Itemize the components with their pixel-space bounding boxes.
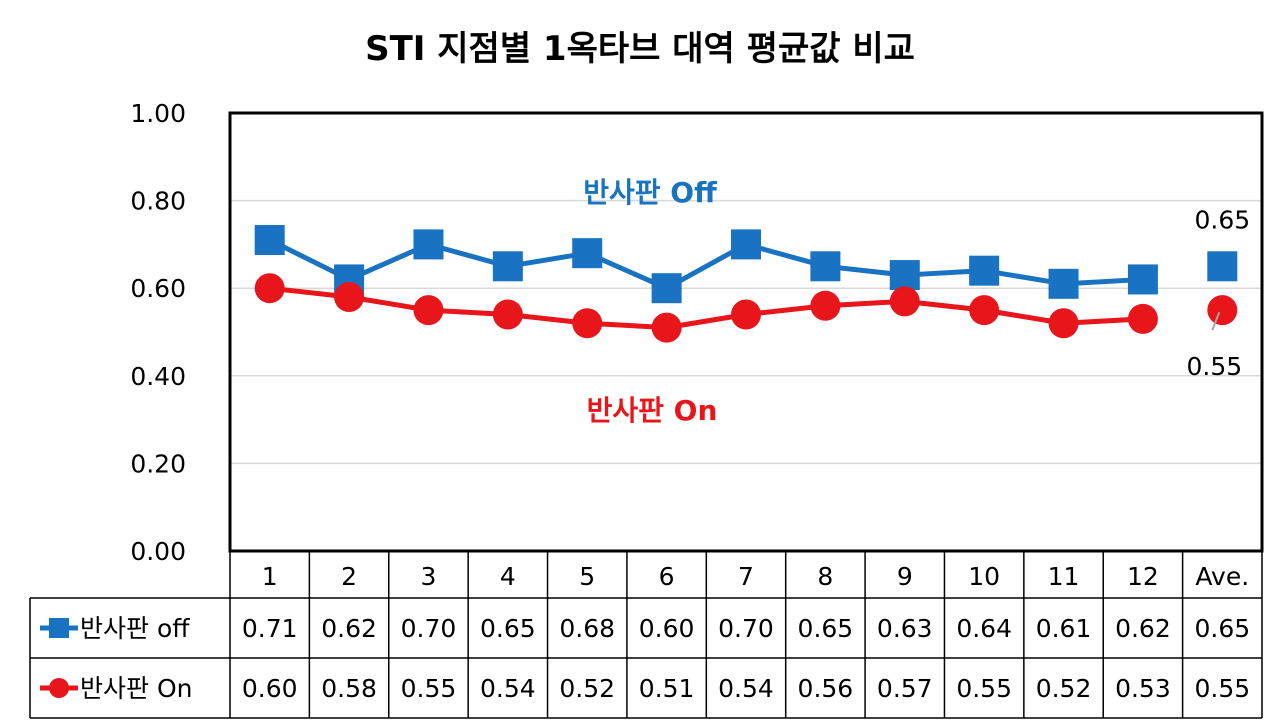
data-point-square — [1048, 268, 1079, 299]
table-cell-value: 0.54 — [718, 674, 774, 703]
y-tick-label: 0.40 — [130, 362, 186, 391]
x-tick-label: 11 — [1048, 562, 1080, 591]
table-cell-value: 0.61 — [1036, 614, 1092, 643]
average-label-off: 0.65 — [1194, 205, 1250, 234]
data-point-circle — [572, 308, 603, 339]
table-cell-value: 0.54 — [480, 674, 536, 703]
data-point-square — [889, 260, 920, 291]
y-tick-label: 0.20 — [130, 449, 186, 478]
data-point-circle — [810, 290, 841, 321]
chart-title: STI 지점별 1옥타브 대역 평균값 비교 — [365, 29, 915, 69]
data-point-square — [572, 238, 603, 269]
series-line-1 — [268, 237, 1144, 291]
data-point-square — [1127, 264, 1158, 295]
table-cell-value: 0.62 — [1115, 614, 1171, 643]
y-tick-label: 0.00 — [130, 537, 186, 566]
legend-key-square — [49, 618, 69, 638]
table-cell-value: 0.64 — [956, 614, 1012, 643]
table-cell-value: 0.60 — [639, 614, 695, 643]
legend-label: 반사판 off — [80, 614, 190, 643]
table-cell-value: 0.70 — [401, 614, 457, 643]
x-tick-label: 3 — [421, 562, 437, 591]
average-leader-line — [1211, 311, 1221, 331]
y-tick-label: 1.00 — [130, 99, 186, 128]
average-label-on: 0.55 — [1186, 352, 1242, 381]
table-cell-value: 0.58 — [321, 674, 377, 703]
data-point-circle — [969, 295, 1000, 326]
plot-area-border — [228, 111, 1264, 553]
data-point-square — [413, 229, 444, 260]
table-cell-value: 0.71 — [242, 614, 298, 643]
data-point-square — [651, 273, 682, 304]
x-tick-label: 12 — [1127, 562, 1159, 591]
table-cell-value: 0.63 — [877, 614, 933, 643]
table-cell-value: 0.52 — [559, 674, 615, 703]
table-cell-value: 0.65 — [798, 614, 854, 643]
table-cell-value: 0.55 — [956, 674, 1012, 703]
table-cell-value: 0.51 — [639, 674, 695, 703]
table-cell-value: 0.65 — [480, 614, 536, 643]
data-point-circle — [1127, 303, 1158, 334]
x-tick-label: 4 — [500, 562, 516, 591]
data-point-square — [492, 251, 523, 282]
x-tick-label: 2 — [341, 562, 357, 591]
table-cell-value: 0.52 — [1036, 674, 1092, 703]
table-cell-value: 0.56 — [798, 674, 854, 703]
table-cell-value: 0.55 — [401, 674, 457, 703]
series-label-off: 반사판 Off — [583, 176, 717, 209]
x-tick-label: 9 — [897, 562, 913, 591]
y-tick-label: 0.80 — [130, 187, 186, 216]
data-point-circle — [413, 295, 444, 326]
x-tick-label: 8 — [817, 562, 833, 591]
x-tick-label: 10 — [968, 562, 1000, 591]
table-cell-value: 0.68 — [559, 614, 615, 643]
table-cell-value: 0.53 — [1115, 674, 1171, 703]
x-tick-label: Ave. — [1195, 562, 1249, 591]
data-point-square — [810, 251, 841, 282]
data-point-circle — [492, 299, 523, 330]
legend-label: 반사판 On — [80, 674, 192, 703]
data-point-circle — [1048, 308, 1079, 339]
series-line-2 — [269, 285, 1144, 331]
x-tick-label: 7 — [738, 562, 754, 591]
series-label-on: 반사판 On — [587, 394, 718, 427]
legend-key-circle — [49, 678, 69, 698]
data-point-circle — [334, 281, 365, 312]
table-cell-value: 0.65 — [1194, 614, 1250, 643]
data-point-circle — [651, 312, 682, 343]
data-point-square — [254, 225, 285, 256]
table-cell-value: 0.70 — [718, 614, 774, 643]
data-point-circle — [731, 299, 761, 330]
data-point-circle — [1207, 295, 1238, 326]
table-cell-value: 0.60 — [242, 674, 298, 703]
x-tick-label: 6 — [659, 562, 675, 591]
data-point-square — [969, 255, 1000, 286]
data-point-circle — [889, 286, 920, 317]
x-tick-label: 5 — [579, 562, 595, 591]
table-cell-value: 0.62 — [321, 614, 377, 643]
data-point-square — [1207, 251, 1238, 282]
x-tick-label: 1 — [262, 562, 278, 591]
table-cell-value: 0.57 — [877, 674, 933, 703]
table-cell-value: 0.55 — [1194, 674, 1250, 703]
data-point-square — [731, 229, 761, 260]
data-point-circle — [254, 273, 285, 304]
y-tick-label: 0.60 — [130, 274, 186, 303]
